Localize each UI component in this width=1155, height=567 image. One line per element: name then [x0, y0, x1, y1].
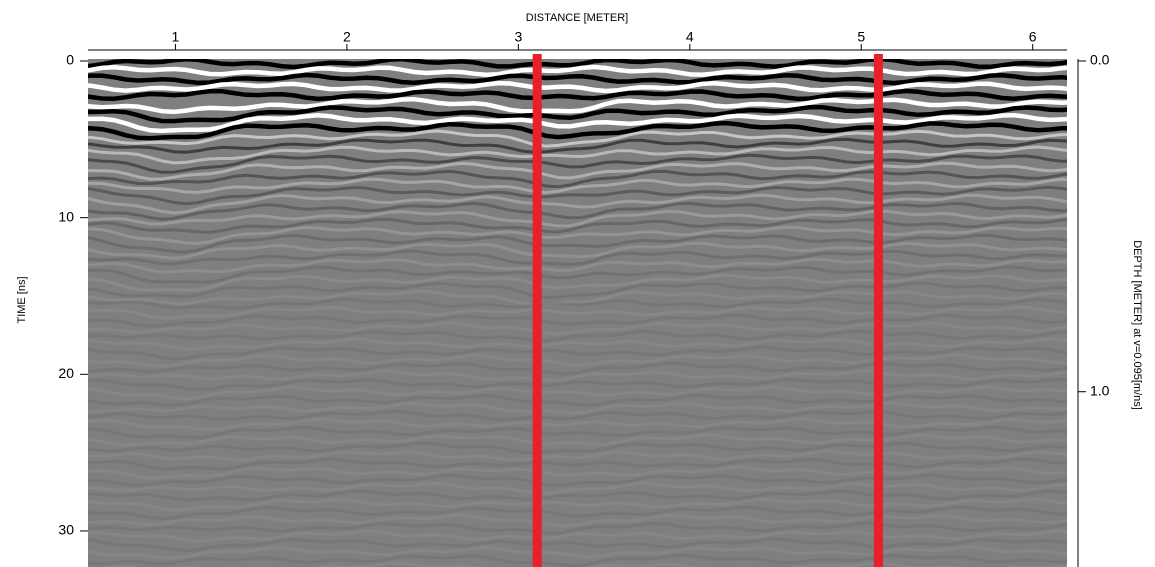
- radar-band: [88, 313, 1067, 328]
- radar-image: [88, 59, 1067, 567]
- radar-band: [88, 88, 1067, 102]
- radar-band: [88, 409, 1067, 422]
- x-tick-label: 5: [857, 29, 865, 45]
- radar-band: [88, 137, 1067, 154]
- radar-band: [88, 457, 1067, 471]
- x-tick-label: 6: [1029, 29, 1037, 45]
- y2-tick-label: 0.0: [1090, 52, 1110, 68]
- radar-band: [88, 553, 1067, 567]
- radar-band: [88, 96, 1067, 115]
- y-tick-label: 30: [58, 522, 74, 538]
- radar-band: [88, 120, 1067, 141]
- x-tick-label: 4: [686, 29, 694, 45]
- radar-band: [88, 177, 1067, 195]
- radar-band: [88, 337, 1067, 351]
- radar-band: [88, 233, 1067, 254]
- y2-axis-title: DEPTH [METER] at v=0.095[m/ns]: [1131, 240, 1143, 410]
- radar-band: [88, 513, 1067, 528]
- radar-band: [88, 393, 1067, 407]
- radar-band: [88, 273, 1067, 292]
- radar-band: [88, 385, 1067, 401]
- radar-band: [88, 545, 1067, 560]
- radar-band: [88, 441, 1067, 455]
- y2-tick-label: 1.0: [1090, 382, 1110, 398]
- radar-band: [88, 473, 1067, 488]
- radar-band: [88, 104, 1067, 124]
- radar-band: [88, 353, 1067, 368]
- radar-band: [88, 377, 1067, 392]
- x-tick-label: 1: [172, 29, 180, 45]
- radar-band: [88, 401, 1067, 415]
- radar-band: [88, 489, 1067, 502]
- radar-band: [88, 321, 1067, 336]
- x-axis-title: DISTANCE [METER]: [526, 12, 628, 24]
- radar-band: [88, 449, 1067, 462]
- radar-band: [88, 201, 1067, 221]
- radar-band: [88, 289, 1067, 307]
- radar-band: [88, 465, 1067, 480]
- radar-band: [88, 258, 1067, 274]
- radar-band: [88, 161, 1067, 181]
- radar-band: [88, 241, 1067, 260]
- radar-band: [88, 281, 1067, 300]
- radar-band: [88, 129, 1067, 148]
- radar-band: [88, 80, 1067, 94]
- y-tick-label: 0: [66, 52, 74, 68]
- radar-band: [88, 497, 1067, 512]
- radar-band: [88, 305, 1067, 320]
- x-tick-label: 3: [514, 29, 522, 45]
- radar-band: [88, 209, 1067, 228]
- radar-band: [88, 505, 1067, 521]
- radar-band: [88, 193, 1067, 215]
- radar-band: [88, 64, 1067, 78]
- radar-band: [88, 225, 1067, 245]
- radar-band: [88, 112, 1067, 134]
- radar-band: [88, 297, 1067, 310]
- radar-band: [88, 145, 1067, 165]
- radar-band: [88, 521, 1067, 535]
- radar-band: [88, 369, 1067, 382]
- radar-band: [88, 265, 1067, 284]
- radar-band: [88, 481, 1067, 496]
- radar-band: [88, 249, 1067, 267]
- radar-band: [88, 185, 1067, 206]
- y-axis-title: TIME [ns]: [16, 276, 28, 323]
- radar-band: [88, 72, 1067, 86]
- radar-band: [88, 433, 1067, 447]
- radar-band: [88, 217, 1067, 234]
- radar-band: [88, 529, 1067, 543]
- y-tick-label: 10: [58, 208, 74, 224]
- radar-band: [88, 425, 1067, 440]
- radar-band: [88, 417, 1067, 432]
- y-tick-label: 20: [58, 365, 74, 381]
- radar-band: [88, 329, 1067, 343]
- radar-band: [88, 537, 1067, 553]
- x-tick-label: 2: [343, 29, 351, 45]
- radar-band: [88, 59, 1067, 70]
- radar-band: [88, 361, 1067, 376]
- radar-band: [88, 153, 1067, 174]
- radar-band: [88, 169, 1067, 189]
- radar-band: [88, 345, 1067, 361]
